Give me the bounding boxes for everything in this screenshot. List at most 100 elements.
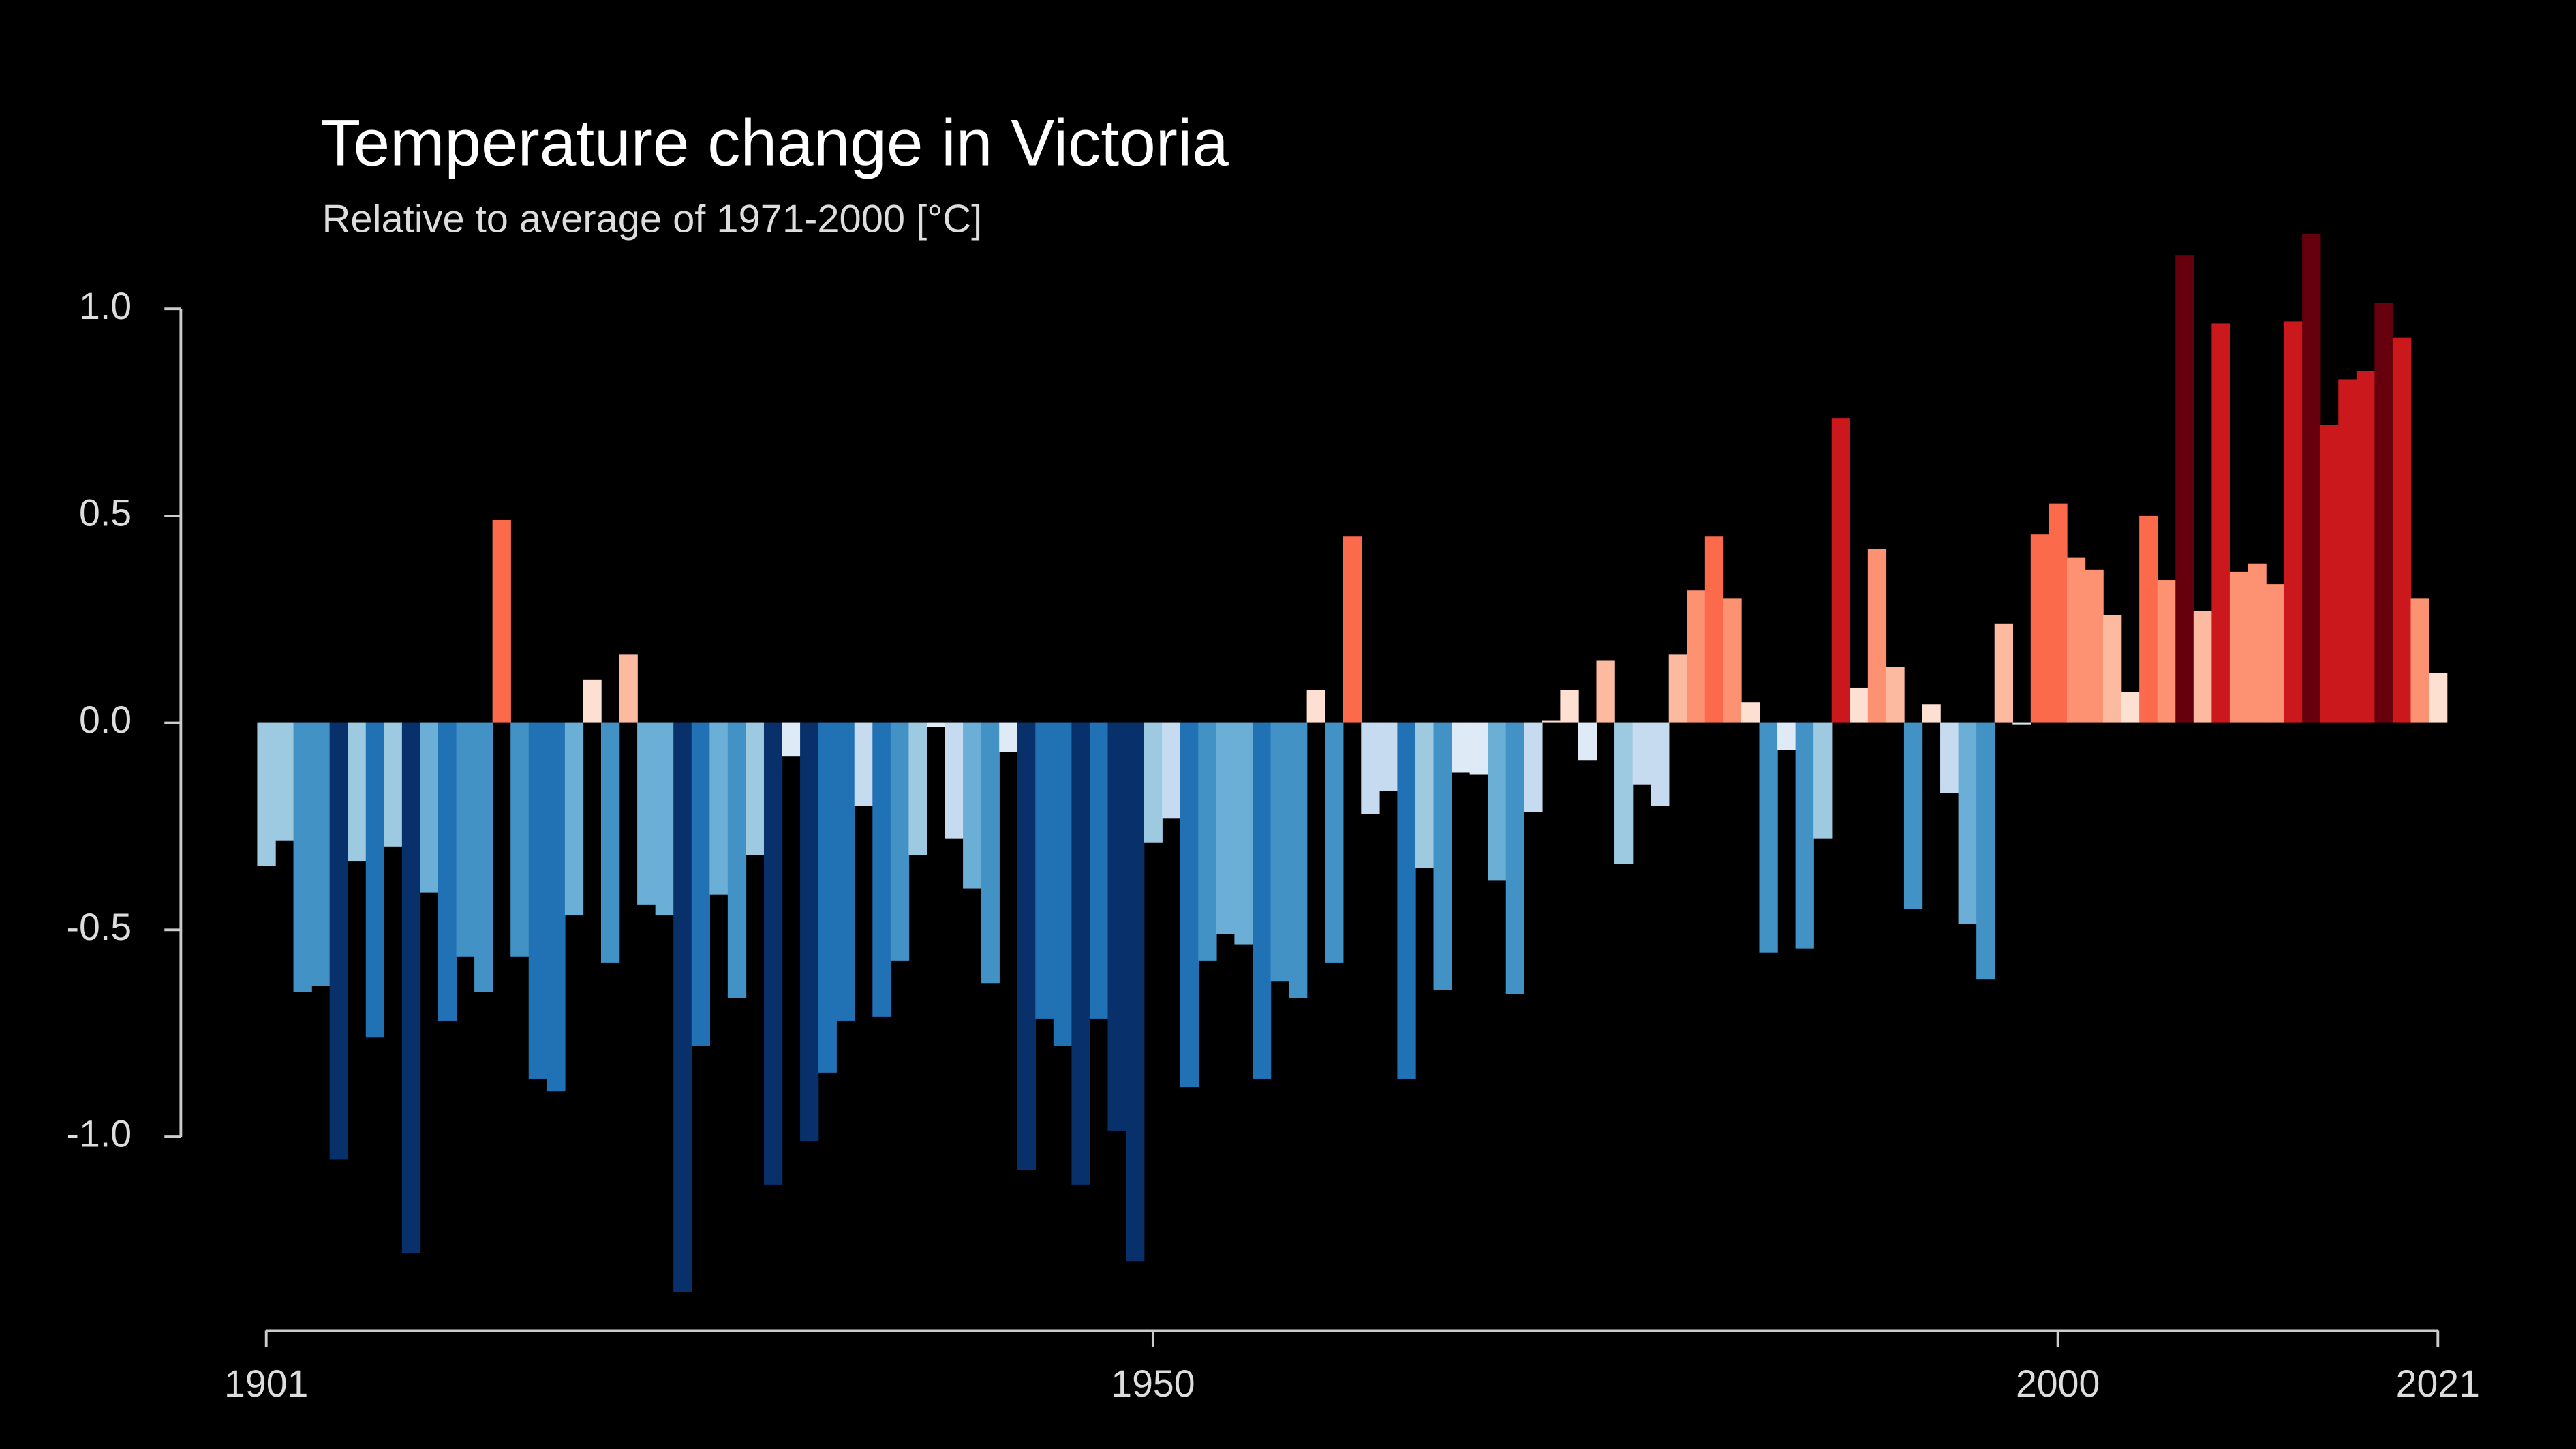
bar [384, 722, 403, 847]
bar [2211, 323, 2230, 723]
bar [1831, 418, 1850, 723]
bar [1415, 722, 1435, 868]
bar [1560, 689, 1579, 723]
bar [348, 722, 367, 862]
bar [746, 722, 765, 855]
bar [1198, 722, 1217, 961]
bar [963, 722, 982, 889]
bar [1867, 549, 1887, 723]
bar [2193, 611, 2213, 723]
bar [2085, 569, 2104, 723]
bar [2121, 692, 2140, 723]
bar [456, 722, 475, 957]
bar [854, 722, 874, 806]
bar [1089, 722, 1109, 1019]
chart-title: Temperature change in Victoria [320, 106, 1229, 179]
chart-subtitle: Relative to average of 1971-2000 [°C] [322, 198, 983, 241]
bar [1668, 654, 1687, 723]
bar [528, 722, 548, 1079]
bar [1922, 704, 1941, 723]
bar [1162, 722, 1181, 819]
bar [2266, 584, 2285, 723]
bar [1505, 722, 1525, 994]
bar [1903, 722, 1923, 909]
x-tick-label: 2021 [2396, 1362, 2480, 1405]
bar [1017, 722, 1037, 1170]
bar [311, 722, 331, 986]
x-tick-label: 2000 [2016, 1362, 2100, 1405]
bar [1886, 667, 1905, 723]
bar [1651, 722, 1670, 806]
bar [2356, 371, 2376, 723]
bar [2066, 557, 2086, 723]
bar [583, 679, 602, 723]
bar [438, 722, 457, 1021]
bar [2103, 615, 2122, 723]
y-tick-label: -1.0 [67, 1113, 132, 1155]
bar [763, 722, 783, 1185]
bar [1180, 722, 1199, 1088]
bar [981, 722, 1000, 984]
bar [1704, 536, 1724, 723]
bar [1270, 722, 1289, 982]
bar [926, 722, 946, 727]
bar [1361, 722, 1380, 814]
bar [293, 722, 312, 992]
bar [1379, 722, 1398, 791]
bar [1994, 623, 2013, 723]
bar [1433, 722, 1452, 990]
bar [1343, 536, 1362, 723]
bar [1524, 722, 1543, 812]
bar [2229, 571, 2249, 723]
bar [600, 722, 620, 963]
bar [1289, 722, 1308, 998]
bar [1252, 722, 1272, 1079]
bar [1795, 722, 1814, 949]
bar [1850, 687, 1869, 723]
bar [1071, 722, 1090, 1185]
bar [818, 722, 837, 1073]
bar [1632, 722, 1651, 785]
bar [655, 722, 674, 916]
y-tick-label: 0.5 [79, 492, 132, 534]
bar [872, 722, 891, 1017]
bar [2374, 303, 2393, 723]
bar [1216, 722, 1236, 934]
bar [1325, 722, 1344, 963]
bar [257, 722, 276, 866]
bar [1542, 720, 1561, 723]
bar [2157, 580, 2176, 723]
bar [564, 722, 584, 916]
bar [836, 722, 855, 1021]
bar [1687, 590, 1706, 723]
bar [2012, 722, 2031, 725]
bar [329, 722, 348, 1160]
bar [945, 722, 964, 839]
bar [1777, 722, 1796, 750]
bar [2030, 534, 2050, 723]
bar [2284, 321, 2303, 723]
x-tick-label: 1901 [224, 1362, 308, 1405]
bar [619, 654, 638, 723]
bar [1578, 722, 1597, 761]
bar [673, 722, 692, 1292]
bar [2049, 503, 2068, 723]
bar [800, 722, 819, 1142]
bar [1053, 722, 1073, 1046]
bar [2302, 234, 2321, 723]
bar [2429, 673, 2448, 723]
y-tick-label: 0.0 [79, 699, 132, 741]
bar [492, 519, 511, 723]
bar [2248, 563, 2267, 723]
bar [474, 722, 493, 992]
bar [420, 722, 439, 893]
bar [1741, 702, 1760, 723]
x-tick-label: 1950 [1111, 1362, 1195, 1405]
bar [1488, 722, 1507, 881]
bar [691, 722, 711, 1046]
bar [1614, 722, 1634, 864]
bar [1813, 722, 1833, 839]
bar [275, 722, 294, 841]
